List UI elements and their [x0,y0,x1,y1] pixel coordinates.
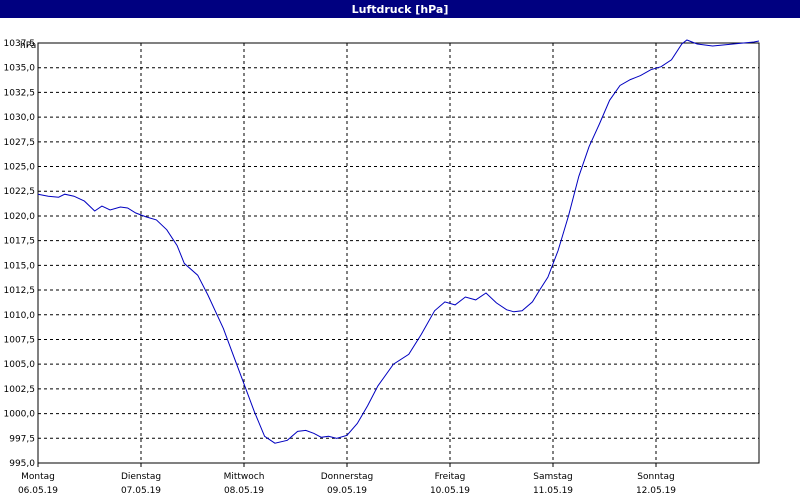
y-tick-label: 1030,0 [4,113,36,123]
pressure-line [37,39,760,444]
y-tick-label: 1005,0 [4,360,36,370]
y-tick-label: 995,0 [9,459,35,469]
y-tick-label: 997,5 [9,434,35,444]
chart-title-bar: Luftdruck [hPa] [0,0,800,18]
x-tick-date: 10.05.19 [430,486,470,496]
y-tick-label: 1022,5 [4,187,36,197]
y-tick-label: 1035,0 [4,64,36,74]
y-tick-label: 1017,5 [4,237,36,247]
x-tick-day: Samstag [533,472,572,482]
x-tick-date: 09.05.19 [327,486,367,496]
x-tick-date: 11.05.19 [533,486,573,496]
x-tick-day: Montag [21,472,55,482]
x-tick-date: 08.05.19 [224,486,264,496]
x-tick-date: 12.05.19 [636,486,676,496]
x-axis-ticks: Montag 06.05.19 Dienstag 07.05.19 Mittwoch 08… [18,463,676,496]
gridlines [38,42,759,463]
y-axis-unit-label: hPa [20,41,36,51]
y-tick-label: 1027,5 [4,138,36,148]
plot-area [37,42,760,464]
x-tick-date: 06.05.19 [18,486,58,496]
y-tick-label: 1012,5 [4,286,36,296]
y-axis-ticks: 995,0 997,5 1000,0 1002,5 1005,0 1007,5 1010,0… [4,39,36,469]
y-tick-label: 1010,0 [4,311,36,321]
pressure-chart: hPa 995,0 997,5 1000,0 1002,5 1005,0 1007,5 10… [4,39,760,496]
y-tick-label: 1000,0 [4,410,36,420]
y-tick-label: 1007,5 [4,335,36,345]
x-tick-day: Mittwoch [224,472,265,482]
y-tick-label: 1015,0 [4,261,36,271]
y-tick-label: 1025,0 [4,163,36,173]
y-tick-label: 1037,5 [4,39,36,49]
x-tick-day: Freitag [435,472,466,482]
y-tick-label: 1002,5 [4,385,36,395]
y-tick-label: 1032,5 [4,88,36,98]
x-tick-day: Donnerstag [321,472,374,482]
chart-title: Luftdruck [hPa] [351,2,449,16]
x-tick-date: 07.05.19 [121,486,161,496]
x-tick-day: Sonntag [637,472,674,482]
y-tick-label: 1020,0 [4,212,36,222]
x-tick-day: Dienstag [121,472,161,482]
